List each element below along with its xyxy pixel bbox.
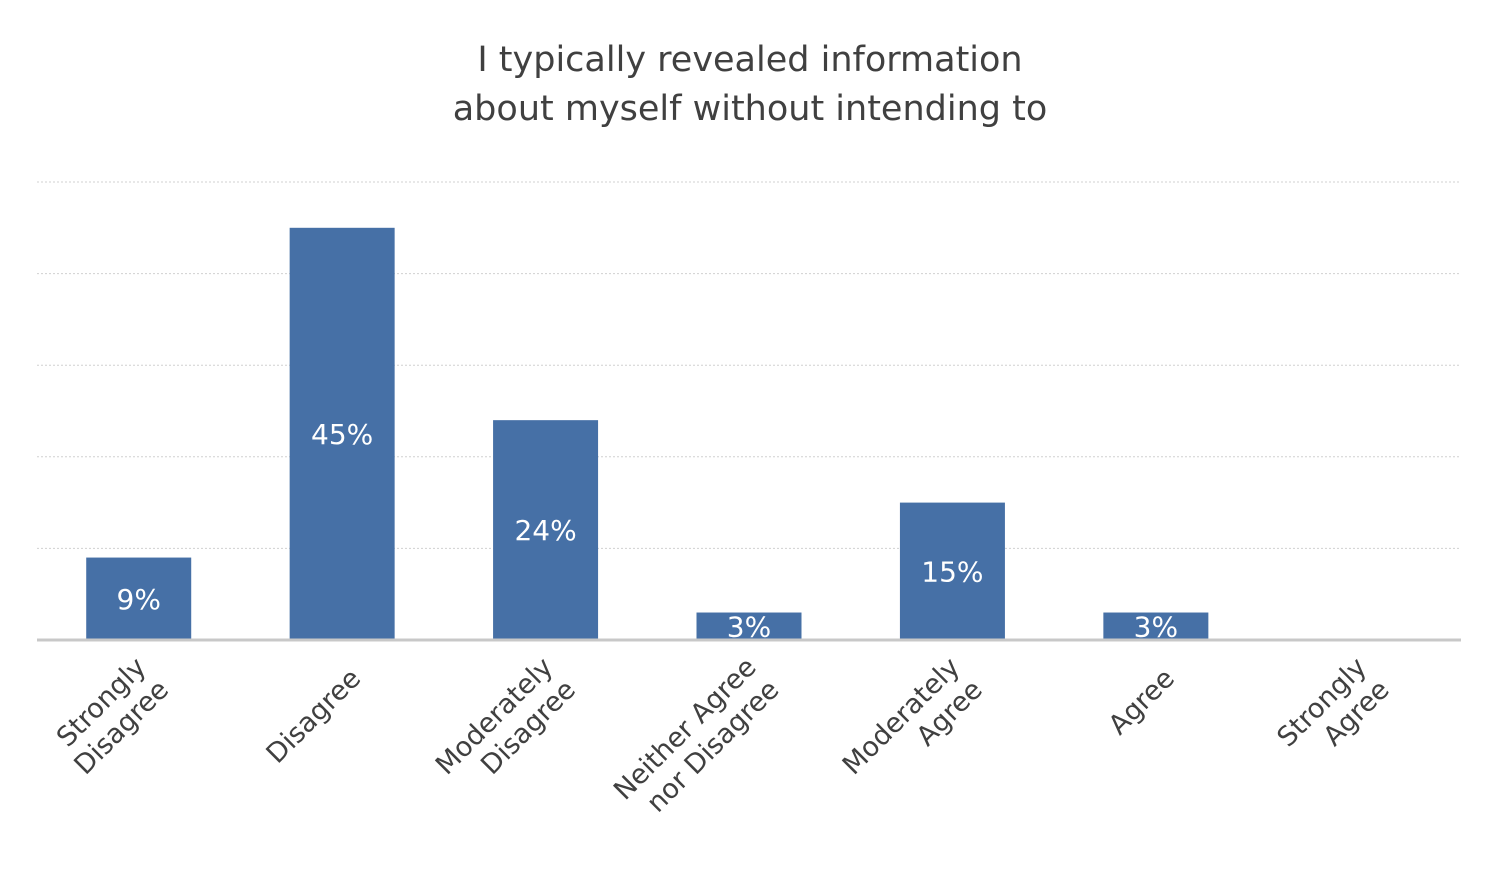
category-label-7: StronglyAgree <box>1271 652 1395 776</box>
category-label-1: StronglyDisagree <box>46 652 175 781</box>
category-label-4: Neither Agreenor Disagree <box>608 652 785 829</box>
category-label-text-4: Neither Agreenor Disagree <box>608 652 785 829</box>
bars <box>86 227 1209 641</box>
bar-label-1: 9% <box>117 583 161 616</box>
bar-value-labels: 9% 45% 24% 3% 15% 3% <box>117 418 1179 643</box>
bar-5 <box>899 502 1005 640</box>
category-label-line: Disagree <box>260 663 367 770</box>
category-label-line: Agree <box>1103 663 1181 741</box>
category-label-text-6: Agree <box>1103 663 1181 741</box>
category-label-text-1: StronglyDisagree <box>46 652 175 781</box>
category-label-2: Disagree <box>260 663 367 770</box>
category-label-3: ModeratelyDisagree <box>430 652 582 804</box>
category-label-5: ModeratelyAgree <box>837 652 989 804</box>
category-label-text-5: ModeratelyAgree <box>837 652 989 804</box>
bar-3 <box>493 420 599 640</box>
category-label-6: Agree <box>1103 663 1181 741</box>
chart-title: I typically revealed information about m… <box>453 40 1048 129</box>
bar-label-3: 24% <box>514 514 576 547</box>
bar-label-6: 3% <box>1134 610 1178 643</box>
category-label-text-2: Disagree <box>260 663 367 770</box>
chart-title-line-2: about myself without intending to <box>453 89 1048 129</box>
bar-label-4: 3% <box>727 610 771 643</box>
gridlines <box>37 181 1461 549</box>
category-label-text-3: ModeratelyDisagree <box>430 652 582 804</box>
bar-6 <box>1103 612 1209 640</box>
chart-title-line-1: I typically revealed information <box>477 40 1022 80</box>
bar-label-2: 45% <box>311 418 373 451</box>
category-labels: StronglyDisagree Disagree ModeratelyDisagr… <box>46 652 1396 829</box>
bar-4 <box>696 612 802 640</box>
bar-2 <box>289 227 395 641</box>
bar-label-5: 15% <box>921 555 983 588</box>
bar-1 <box>86 557 192 640</box>
category-label-text-7: StronglyAgree <box>1271 652 1395 776</box>
